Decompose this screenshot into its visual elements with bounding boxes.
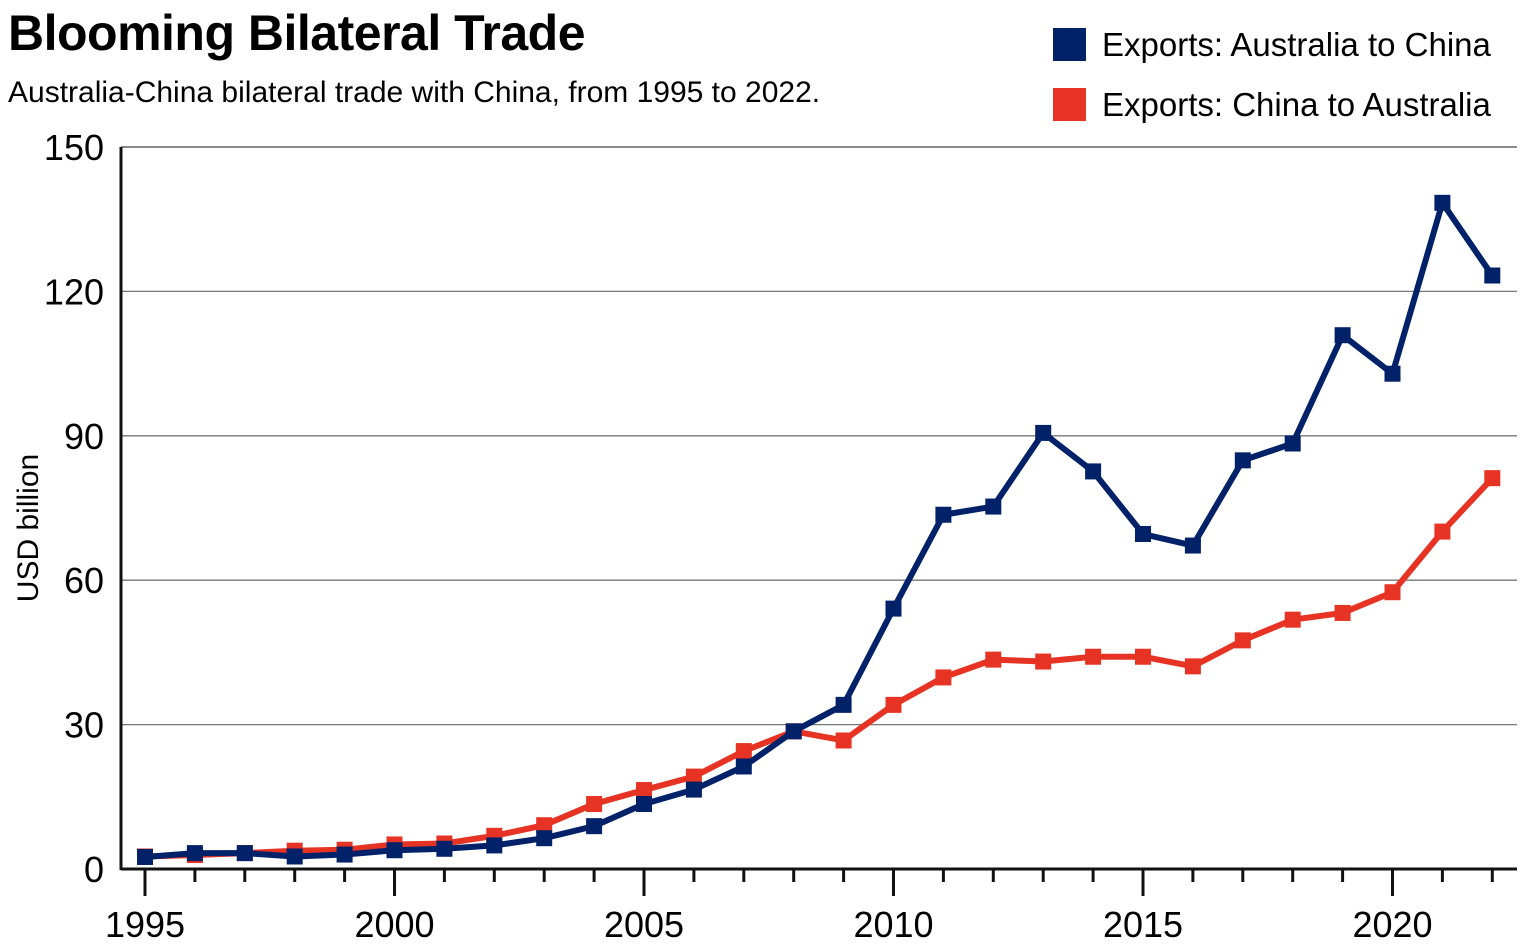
y-axis-title: USD billion [12, 454, 45, 602]
legend-label: Exports: Australia to China [1102, 25, 1491, 63]
x-tick-label: 2010 [853, 904, 933, 945]
data-point-australia-to-china [785, 723, 802, 740]
x-tick-label: 1995 [105, 904, 185, 945]
data-point-australia-to-china [835, 696, 852, 713]
data-point-china-to-australia [1434, 523, 1451, 540]
gridlines [121, 146, 1517, 726]
data-point-australia-to-china [336, 846, 353, 863]
data-point-china-to-australia [685, 768, 702, 785]
data-point-australia-to-china [935, 506, 952, 523]
data-point-australia-to-china [286, 848, 303, 865]
data-point-australia-to-china [636, 796, 652, 813]
data-point-china-to-australia [636, 782, 652, 799]
data-point-australia-to-china [536, 830, 553, 847]
data-point-australia-to-china [1484, 267, 1501, 284]
chart-title: Blooming Bilateral Trade [8, 5, 586, 61]
data-point-china-to-australia [586, 796, 603, 813]
data-point-australia-to-china [685, 781, 702, 798]
legend-item-china-to-australia: Exports: China to Australia [1053, 87, 1491, 121]
data-point-australia-to-china [1284, 435, 1301, 452]
y-tick-label: 30 [64, 705, 104, 746]
data-point-china-to-australia [985, 651, 1002, 668]
y-tick-label: 120 [44, 271, 104, 312]
legend-item-australia-to-china: Exports: Australia to China [1053, 27, 1491, 61]
data-point-australia-to-china [436, 840, 453, 857]
data-point-china-to-australia [536, 817, 553, 834]
data-point-china-to-australia [1135, 648, 1151, 665]
x-tick-label: 2000 [354, 904, 434, 945]
data-point-china-to-australia [735, 743, 752, 760]
data-point-china-to-australia [885, 696, 902, 713]
data-point-china-to-australia [1384, 584, 1401, 601]
y-tick-label: 90 [64, 416, 104, 457]
data-point-australia-to-china [1035, 424, 1052, 441]
y-tick-label: 60 [64, 560, 104, 601]
data-point-australia-to-china [1434, 194, 1451, 211]
data-point-australia-to-china [486, 837, 503, 854]
data-point-australia-to-china [186, 845, 203, 862]
data-point-australia-to-china [985, 498, 1002, 515]
legend-label: Exports: China to Australia [1102, 85, 1491, 123]
data-point-australia-to-china [1234, 452, 1251, 469]
legend-swatch-china-to-australia [1053, 87, 1086, 121]
chart-subtitle: Australia-China bilateral trade with Chi… [8, 76, 821, 109]
x-tick-label: 2005 [604, 904, 684, 945]
axes: 0 30 60 90 120 150 1995 2000 2005 2010 2015 2020 [44, 127, 1517, 945]
data-point-australia-to-china [1334, 327, 1351, 344]
data-point-china-to-australia [1035, 653, 1052, 670]
data-point-australia-to-china [1184, 537, 1201, 554]
data-point-china-to-australia [1085, 648, 1102, 665]
data-point-australia-to-china [236, 845, 253, 862]
data-point-china-to-australia [1334, 604, 1351, 621]
x-tick-label: 2015 [1103, 904, 1183, 945]
x-tick-label: 2020 [1352, 904, 1432, 945]
data-point-china-to-australia [935, 669, 952, 686]
y-tick-label: 150 [44, 127, 104, 168]
data-point-australia-to-china [1384, 365, 1401, 382]
data-point-china-to-australia [1484, 470, 1501, 487]
data-point-china-to-australia [1284, 611, 1301, 628]
data-point-australia-to-china [586, 818, 603, 835]
data-point-australia-to-china [1085, 463, 1102, 480]
data-point-australia-to-china [885, 600, 902, 617]
series-group [137, 194, 1501, 865]
data-point-china-to-australia [1234, 632, 1251, 649]
data-point-china-to-australia [1184, 658, 1201, 675]
data-point-china-to-australia [835, 732, 852, 749]
data-point-australia-to-china [1135, 525, 1151, 542]
legend-swatch-australia-to-china [1053, 27, 1086, 61]
y-tick-label: 0 [84, 849, 104, 890]
data-point-australia-to-china [735, 758, 752, 775]
series-line-china-to-australia [144, 476, 1495, 860]
data-point-australia-to-china [137, 848, 153, 865]
series-line-australia-to-china [144, 195, 1495, 860]
legend: Exports: Australia to China Exports: Chi… [1053, 27, 1491, 147]
data-point-australia-to-china [386, 842, 403, 859]
